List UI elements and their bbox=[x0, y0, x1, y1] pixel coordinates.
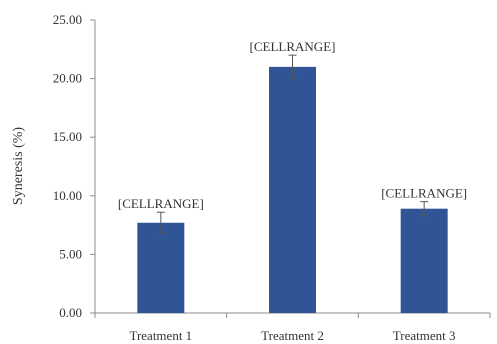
x-category-label: Treatment 1 bbox=[129, 328, 192, 343]
x-category-label: Treatment 3 bbox=[393, 328, 456, 343]
y-axis-title: Syneresis (%) bbox=[11, 127, 26, 205]
data-label: [CELLRANGE] bbox=[250, 39, 336, 54]
bar bbox=[400, 208, 448, 313]
x-category-label: Treatment 2 bbox=[261, 328, 324, 343]
data-label: [CELLRANGE] bbox=[118, 196, 204, 211]
error-bar bbox=[420, 201, 429, 217]
error-bar bbox=[288, 54, 297, 80]
y-tick-label: 15.00 bbox=[53, 129, 82, 144]
error-bar bbox=[156, 211, 165, 234]
x-axis: Treatment 1 Treatment 2 Treatment 3 bbox=[94, 312, 491, 343]
y-axis: 0.00 5.00 10.00 15.00 20.00 25.00 bbox=[53, 12, 96, 320]
bar bbox=[269, 66, 316, 313]
y-tick-label: 10.00 bbox=[53, 188, 82, 203]
bar bbox=[137, 222, 185, 313]
y-tick-label: 20.00 bbox=[53, 71, 82, 86]
y-tick-label: 5.00 bbox=[59, 246, 82, 261]
y-tick-label: 25.00 bbox=[53, 12, 82, 27]
data-label: [CELLRANGE] bbox=[381, 186, 467, 201]
y-tick-label: 0.00 bbox=[59, 305, 82, 320]
bar-series: [CELLRANGE] [CELLRANGE] [CELLRANGE] bbox=[118, 39, 467, 313]
